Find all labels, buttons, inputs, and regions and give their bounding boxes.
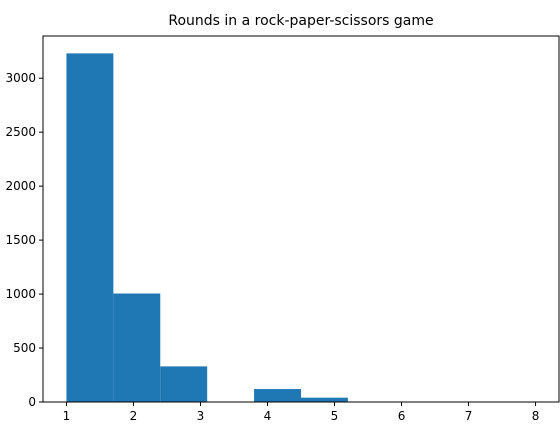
x-tick-label: 5 xyxy=(331,409,339,423)
x-tick-label: 4 xyxy=(264,409,272,423)
y-tick-label: 2000 xyxy=(5,179,36,193)
histogram-bar-3 xyxy=(160,366,207,402)
chart-title: Rounds in a rock-paper-scissors game xyxy=(168,13,433,29)
histogram-bar-1 xyxy=(66,53,113,402)
y-axis-ticks: 0 500 1000 1500 2000 2500 3000 xyxy=(5,71,43,409)
x-axis-ticks: 1 2 3 4 5 6 7 8 xyxy=(63,402,540,423)
x-tick-label: 8 xyxy=(532,409,540,423)
histogram-bar-5 xyxy=(254,389,301,402)
y-tick-label: 2500 xyxy=(5,125,36,139)
x-tick-label: 3 xyxy=(197,409,205,423)
histogram-bar-2 xyxy=(113,294,160,402)
histogram-bar-6 xyxy=(301,398,348,402)
x-tick-label: 1 xyxy=(63,409,71,423)
y-tick-label: 500 xyxy=(13,341,36,355)
y-tick-label: 3000 xyxy=(5,71,36,85)
y-tick-label: 0 xyxy=(28,395,36,409)
x-tick-label: 7 xyxy=(465,409,473,423)
x-tick-label: 2 xyxy=(130,409,138,423)
y-tick-label: 1000 xyxy=(5,287,36,301)
x-tick-label: 6 xyxy=(398,409,406,423)
y-tick-label: 1500 xyxy=(5,233,36,247)
bars-group xyxy=(66,53,535,402)
